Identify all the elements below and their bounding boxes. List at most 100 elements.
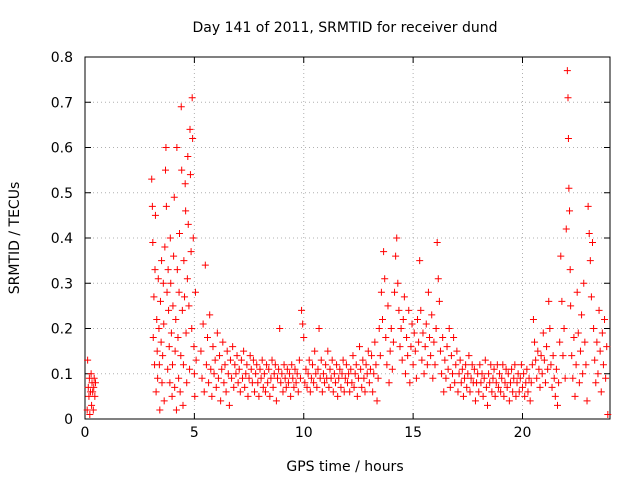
data-point <box>592 379 600 387</box>
data-point <box>257 374 265 382</box>
data-point <box>466 388 474 396</box>
data-point <box>301 379 309 387</box>
data-point <box>406 379 414 387</box>
data-point <box>299 320 307 328</box>
data-point <box>91 392 99 400</box>
data-point <box>351 370 359 378</box>
data-point <box>349 352 357 360</box>
chart-title: Day 141 of 2011, SRMTID for receiver dun… <box>193 20 498 36</box>
data-point <box>546 325 554 332</box>
data-point <box>591 356 599 364</box>
data-point <box>85 392 93 400</box>
data-point <box>158 379 166 387</box>
data-point <box>322 361 330 369</box>
data-point <box>260 370 268 378</box>
data-point <box>148 202 156 210</box>
data-point <box>368 352 376 360</box>
data-point <box>468 361 476 369</box>
data-point <box>186 125 194 133</box>
data-point <box>578 311 586 319</box>
y-tick-label: 0.2 <box>51 322 73 338</box>
data-point <box>391 288 399 296</box>
data-point <box>207 365 215 373</box>
data-point <box>188 94 196 102</box>
data-point <box>602 374 610 382</box>
data-point <box>597 388 605 396</box>
data-point <box>494 383 502 391</box>
data-point <box>370 370 378 378</box>
data-point <box>585 229 593 237</box>
data-point <box>457 379 465 387</box>
data-point <box>177 103 185 111</box>
data-point <box>380 248 388 256</box>
data-point <box>155 325 163 332</box>
data-point <box>407 343 415 351</box>
data-point <box>603 343 611 351</box>
data-point <box>222 388 230 396</box>
data-point <box>479 392 487 400</box>
data-point <box>342 361 350 369</box>
data-point <box>430 338 438 346</box>
data-point <box>171 347 179 355</box>
data-point <box>565 184 573 192</box>
data-point <box>155 361 163 369</box>
data-point <box>442 374 450 382</box>
data-point <box>587 293 595 301</box>
data-point <box>228 374 236 382</box>
data-point <box>277 379 285 387</box>
data-point <box>316 374 324 382</box>
data-point <box>270 370 278 378</box>
data-point <box>384 302 392 310</box>
data-point <box>429 374 437 382</box>
data-point <box>397 325 405 332</box>
data-point <box>463 383 471 391</box>
data-point <box>265 365 273 373</box>
data-point <box>165 306 173 314</box>
data-point <box>583 397 591 405</box>
y-axis-label: SRMTID / TECUs <box>7 182 23 295</box>
data-point <box>156 297 164 305</box>
data-point <box>251 388 259 396</box>
data-point <box>516 374 524 382</box>
data-point <box>331 379 339 387</box>
data-point <box>435 297 443 305</box>
x-axis-label: GPS time / hours <box>286 459 403 475</box>
data-point <box>241 383 249 391</box>
data-point <box>517 361 525 369</box>
data-point <box>366 365 374 373</box>
data-point <box>166 379 174 387</box>
data-point <box>564 94 572 102</box>
data-point <box>423 361 431 369</box>
data-point <box>549 352 557 360</box>
data-point <box>225 401 233 409</box>
data-point <box>282 383 290 391</box>
data-point <box>408 320 416 328</box>
data-point <box>364 347 372 355</box>
data-point <box>327 374 335 382</box>
data-point <box>90 383 98 391</box>
data-point <box>271 361 279 369</box>
data-point <box>590 325 598 332</box>
data-point <box>543 343 551 351</box>
data-point <box>358 383 366 391</box>
data-points <box>83 67 612 418</box>
data-point <box>231 361 239 369</box>
data-point <box>403 334 411 342</box>
y-tick-label: 0.7 <box>51 95 73 111</box>
data-point <box>559 352 567 360</box>
data-point <box>319 370 327 378</box>
data-point <box>267 374 275 382</box>
data-point <box>593 338 601 346</box>
data-point <box>562 225 570 233</box>
data-point <box>415 338 423 346</box>
data-point <box>89 406 97 414</box>
data-point <box>338 370 346 378</box>
data-point <box>566 207 574 215</box>
data-point <box>216 352 224 360</box>
data-point <box>579 370 587 378</box>
data-point <box>428 311 436 319</box>
data-point <box>208 392 216 400</box>
data-point <box>336 365 344 373</box>
data-point <box>173 266 181 274</box>
